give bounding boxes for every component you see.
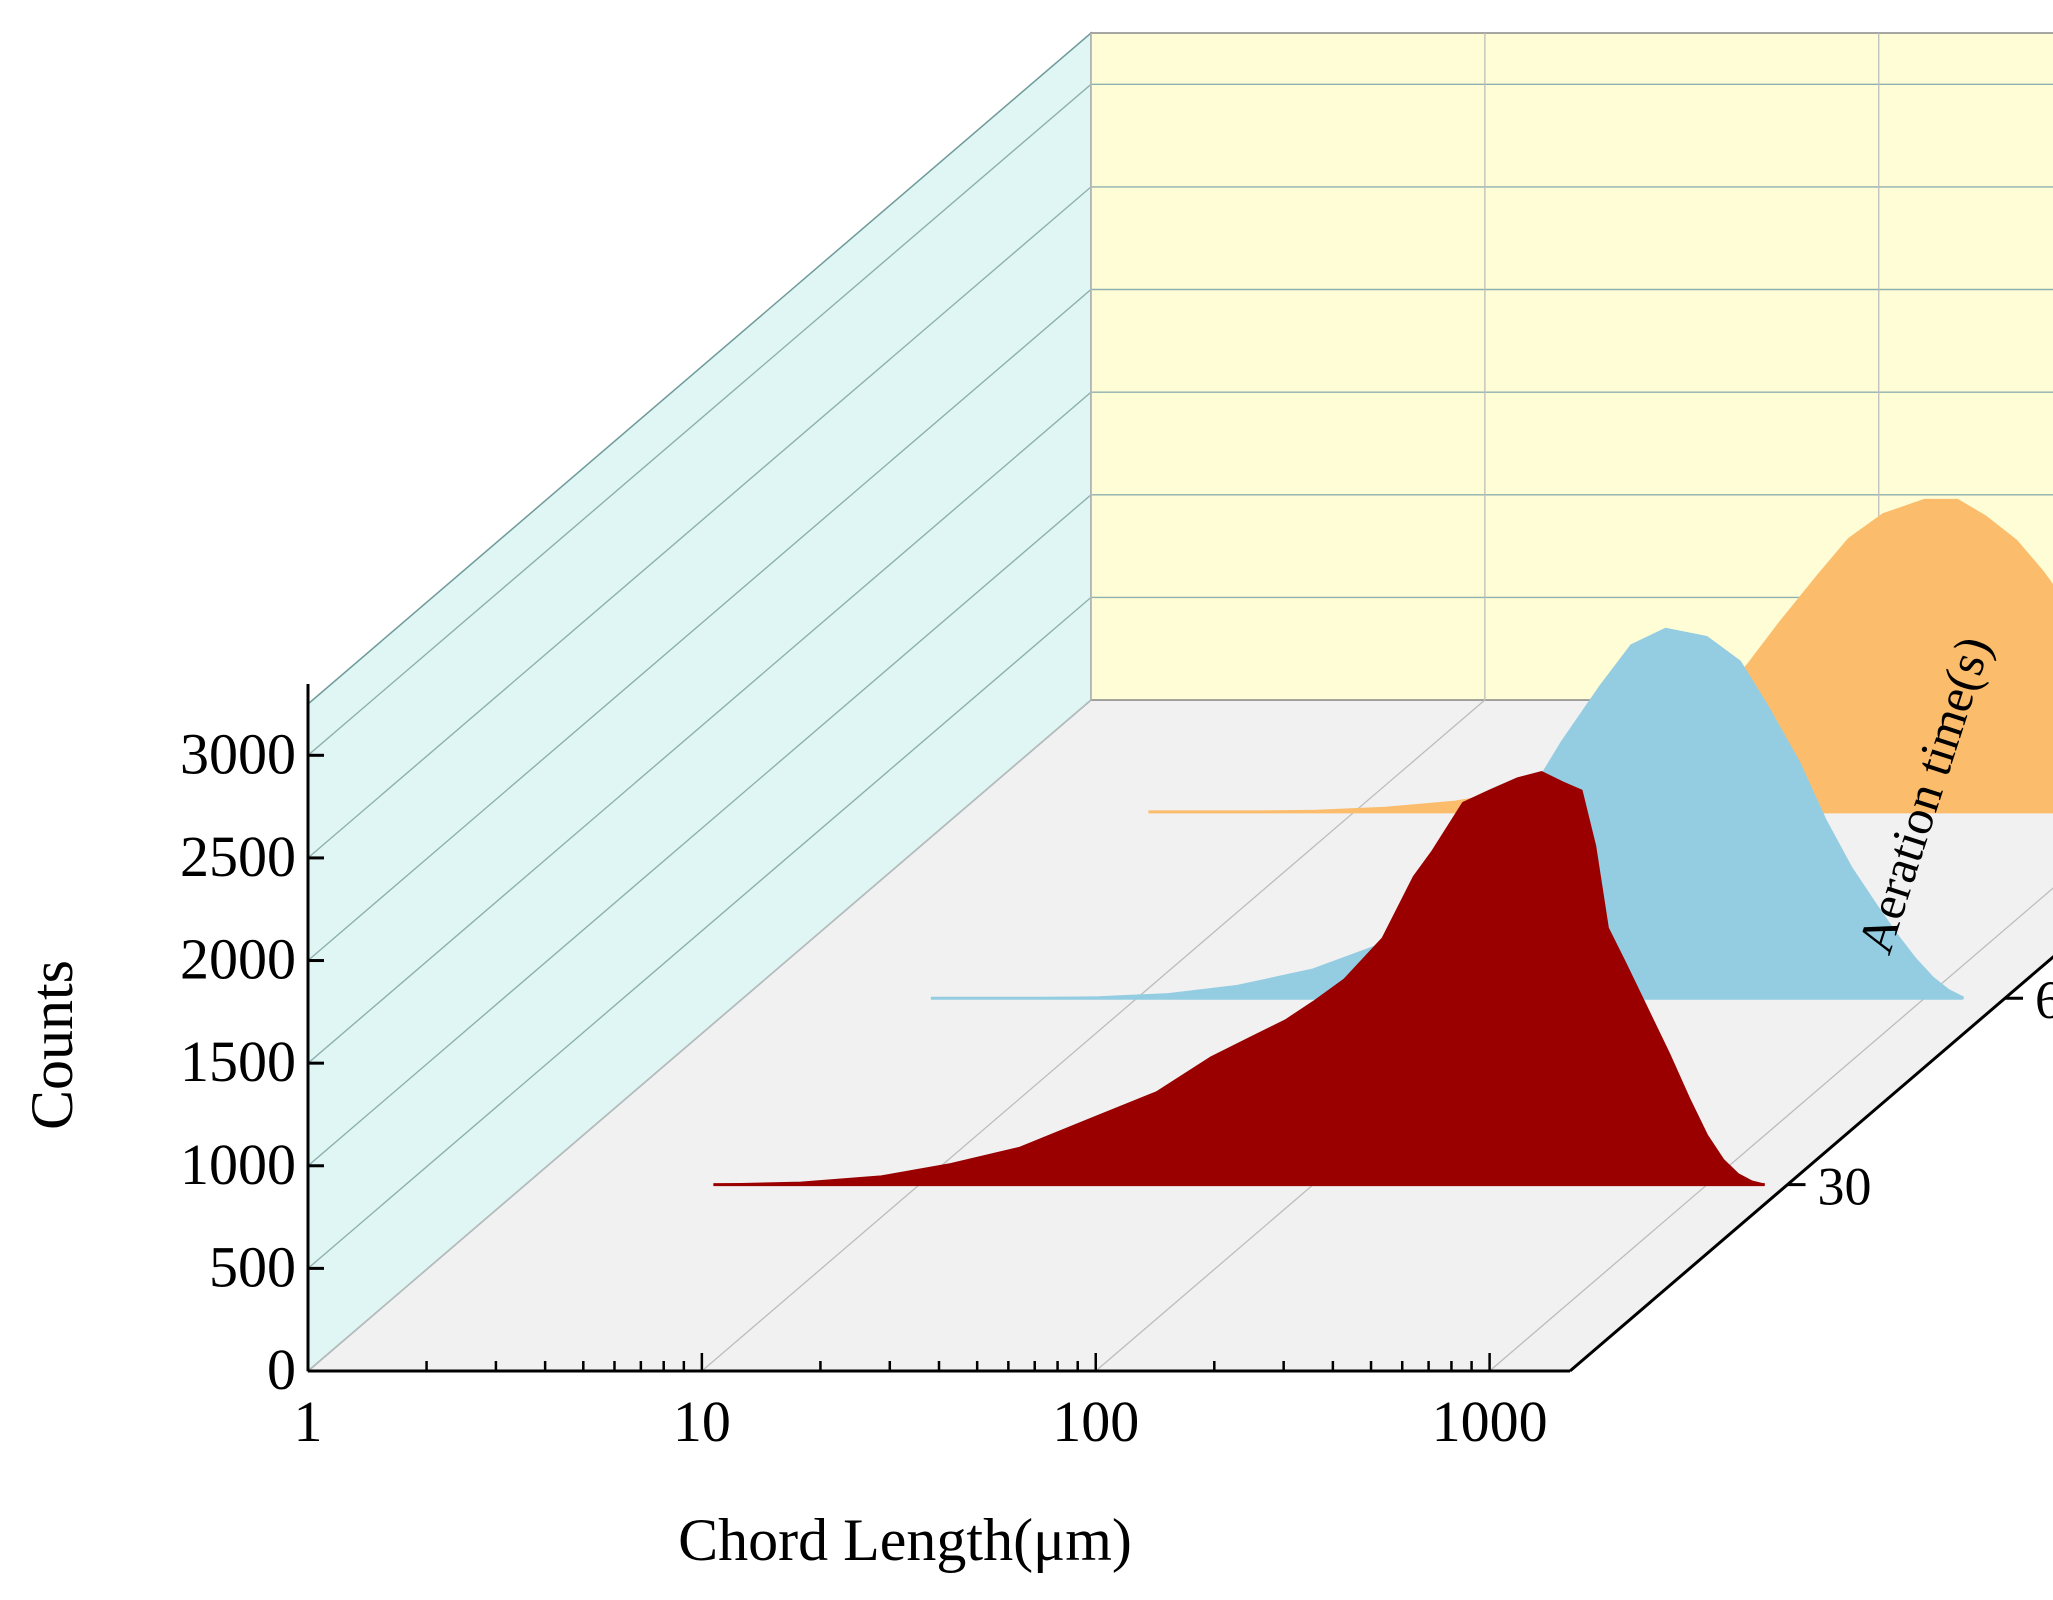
y-tick-label: 1500 xyxy=(180,1029,296,1094)
gridline-x-floor xyxy=(1489,887,2053,1372)
y-tick-label: 3000 xyxy=(180,721,296,786)
x-tick-label: 1 xyxy=(294,1389,323,1454)
gridline-x-floor xyxy=(307,699,1092,1372)
x-tick-label: 1000 xyxy=(1432,1389,1548,1454)
chart-series xyxy=(713,498,2053,1187)
y-tick-label: 0 xyxy=(267,1337,296,1402)
z-axis-line xyxy=(1569,955,2053,1373)
x-tick-label: 100 xyxy=(1052,1389,1139,1454)
x-tick-label: 10 xyxy=(673,1389,731,1454)
chart-axes: 0500100015002000250030001101001000306090 xyxy=(180,684,2053,1454)
z-tick-label: 60 xyxy=(2035,970,2053,1030)
y-tick-label: 2500 xyxy=(180,824,296,889)
series-area-30s xyxy=(713,771,1765,1186)
z-tick-label: 30 xyxy=(1818,1157,1872,1217)
series-area-60s xyxy=(930,627,1964,1000)
x-axis-title: Chord Length(μm) xyxy=(678,1507,1132,1573)
y-tick-label: 500 xyxy=(209,1234,296,1299)
y-tick-label: 2000 xyxy=(180,927,296,992)
y-tick-label: 1000 xyxy=(180,1132,296,1197)
y-axis-title: Counts xyxy=(19,960,85,1130)
